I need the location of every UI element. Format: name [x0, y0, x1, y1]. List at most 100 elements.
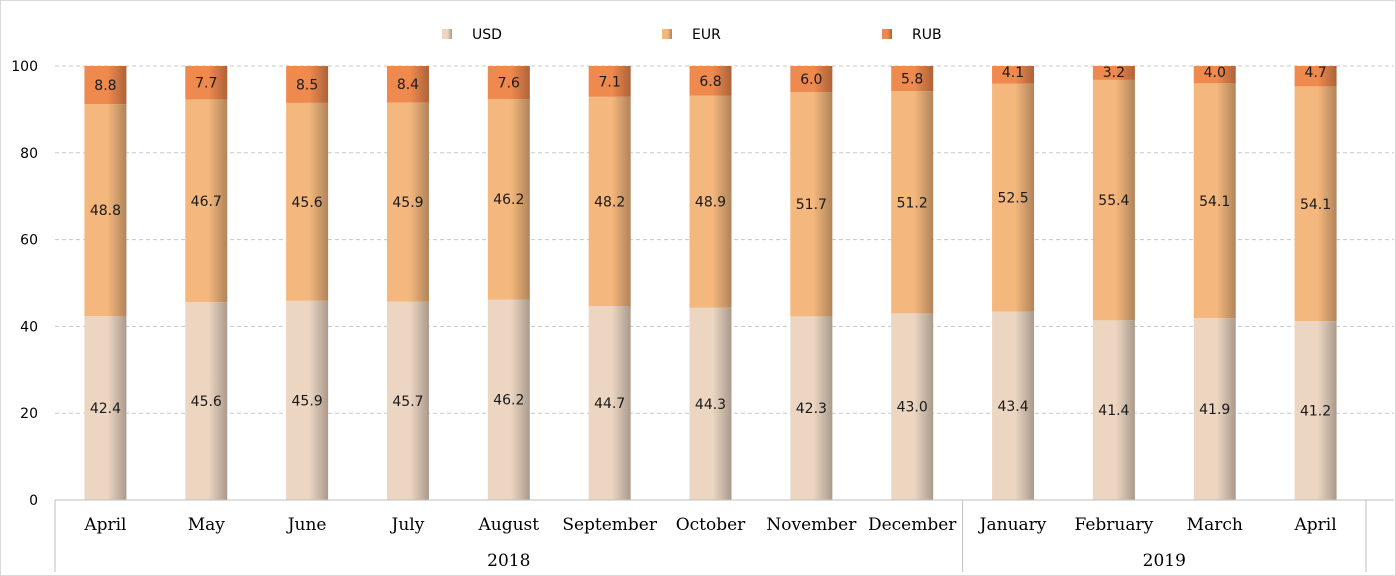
bar-rub	[1092, 66, 1135, 80]
bar-eur	[386, 102, 429, 302]
legend-swatch	[442, 29, 452, 39]
bar-rub	[487, 66, 530, 99]
y-tick-label: 0	[29, 493, 38, 509]
x-category-label: February	[1075, 515, 1154, 535]
x-category-label: December	[868, 515, 957, 535]
bar-rub	[386, 66, 429, 103]
data-label: 55.4	[1098, 193, 1129, 209]
bar-eur	[1092, 79, 1135, 321]
bar-rub	[992, 66, 1035, 84]
bar-eur	[891, 91, 934, 314]
x-category-label: April	[83, 515, 126, 535]
data-label: 8.5	[296, 77, 318, 93]
data-label: 44.3	[695, 397, 726, 413]
data-label: 4.0	[1204, 65, 1226, 81]
data-label: 41.9	[1199, 402, 1230, 418]
bar-usd	[1193, 318, 1236, 500]
bar-eur	[487, 98, 530, 300]
data-label: 45.7	[392, 394, 423, 410]
bar-usd	[992, 311, 1035, 500]
data-label: 42.3	[796, 401, 827, 417]
data-label: 48.9	[695, 195, 726, 211]
data-label: 46.2	[493, 192, 524, 208]
bar-rub	[1294, 66, 1337, 87]
x-category-label: January	[978, 515, 1047, 535]
data-label: 45.9	[392, 195, 423, 211]
data-label: 42.4	[90, 401, 121, 417]
bar-rub	[84, 66, 127, 105]
bar-eur	[588, 96, 631, 307]
data-label: 45.6	[292, 195, 323, 211]
data-label: 43.4	[997, 399, 1028, 415]
bar-rub	[185, 66, 228, 100]
data-label: 51.7	[796, 197, 827, 213]
data-label: 4.1	[1002, 65, 1024, 81]
bar-rub	[588, 66, 631, 97]
bar-usd	[386, 301, 429, 500]
bar-rub	[689, 66, 732, 96]
bar-usd	[84, 315, 127, 500]
x-group-label: 2018	[487, 551, 530, 571]
bar-eur	[84, 104, 127, 316]
data-label: 6.0	[800, 72, 822, 88]
data-label: 44.7	[594, 396, 625, 412]
bar-usd	[1294, 321, 1337, 500]
data-label: 41.2	[1300, 404, 1331, 420]
bar-eur	[992, 83, 1035, 312]
data-label: 5.8	[901, 72, 923, 88]
bar-usd	[689, 307, 732, 500]
bar-eur	[185, 99, 228, 303]
x-group-label: 2019	[1143, 551, 1186, 571]
bar-usd	[790, 316, 833, 500]
y-tick-label: 40	[20, 319, 38, 335]
bar-eur	[286, 102, 329, 301]
x-category-label: November	[766, 515, 857, 535]
data-label: 8.8	[94, 78, 116, 94]
x-category-label: October	[676, 515, 746, 535]
bar-rub	[1193, 66, 1236, 84]
data-label: 3.2	[1103, 65, 1125, 81]
x-category-label: July	[390, 515, 425, 535]
x-category-label: June	[286, 515, 327, 535]
data-label: 45.6	[191, 394, 222, 410]
bar-usd	[185, 302, 228, 500]
data-label: 7.6	[498, 75, 520, 91]
data-label: 54.1	[1199, 194, 1230, 210]
x-category-label: March	[1187, 515, 1243, 535]
data-label: 43.0	[897, 400, 928, 416]
bar-usd	[487, 299, 530, 500]
data-label: 48.8	[90, 203, 121, 219]
data-label: 54.1	[1300, 197, 1331, 213]
x-category-label: August	[477, 515, 539, 535]
bar-eur	[1294, 86, 1337, 322]
data-label: 45.9	[292, 393, 323, 409]
data-label: 7.1	[599, 74, 621, 90]
y-tick-label: 20	[20, 406, 38, 422]
data-label: 46.2	[493, 393, 524, 409]
bar-rub	[891, 66, 934, 92]
data-label: 7.7	[195, 76, 217, 92]
data-label: 51.2	[897, 195, 928, 211]
legend-swatch	[882, 29, 892, 39]
legend-swatch	[662, 29, 672, 39]
x-category-label: April	[1293, 515, 1336, 535]
y-tick-label: 100	[11, 59, 38, 75]
x-category-label: September	[562, 515, 658, 535]
data-label: 4.7	[1304, 65, 1326, 81]
legend-entry: USD	[472, 27, 502, 43]
data-label: 6.8	[699, 74, 721, 90]
data-label: 52.5	[997, 191, 1028, 207]
bar-usd	[891, 313, 934, 500]
bar-usd	[1092, 320, 1135, 500]
legend-entry: EUR	[692, 27, 721, 43]
x-category-label: May	[188, 515, 226, 535]
y-tick-label: 60	[20, 233, 38, 249]
data-label: 48.2	[594, 194, 625, 210]
bar-eur	[689, 95, 732, 308]
y-tick-label: 80	[20, 146, 38, 162]
data-label: 41.4	[1098, 403, 1129, 419]
bar-rub	[286, 66, 329, 103]
data-label: 46.7	[191, 194, 222, 210]
bar-eur	[1193, 83, 1236, 319]
